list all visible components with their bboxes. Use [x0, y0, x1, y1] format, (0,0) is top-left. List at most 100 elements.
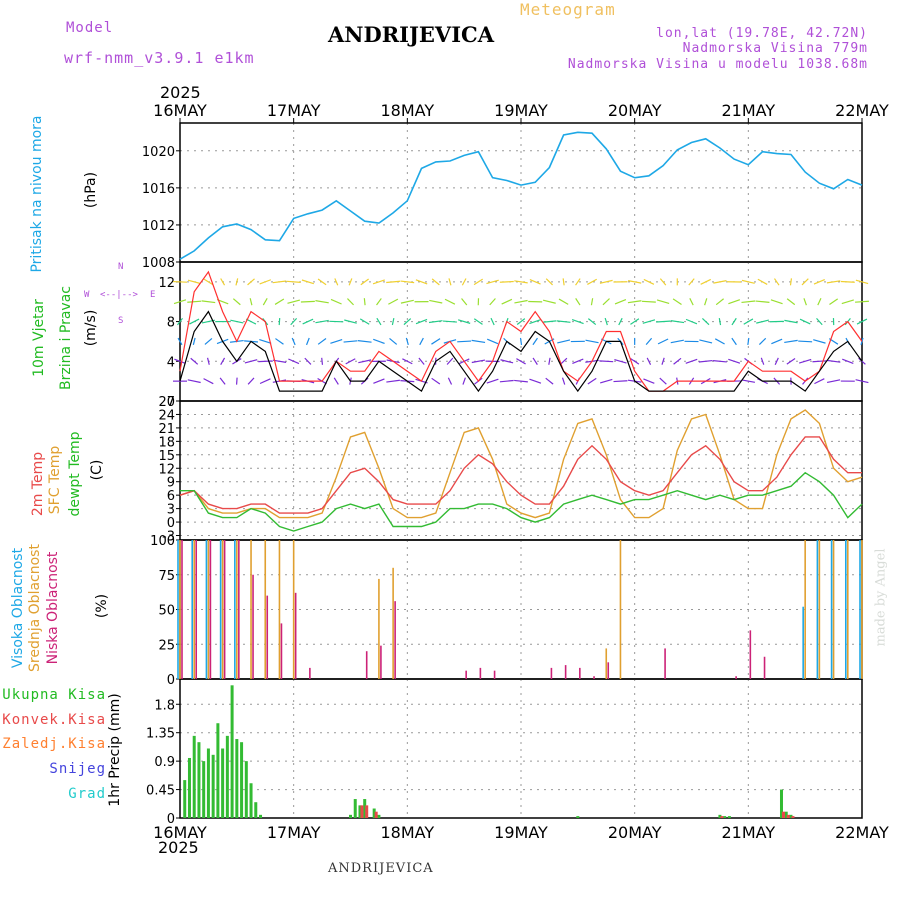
y-tick-label: 15: [158, 449, 175, 464]
wind-arrow: [789, 278, 793, 286]
wind-arrow: [661, 357, 665, 365]
wind-arrow: [471, 339, 486, 344]
wind-arrow: [673, 357, 682, 365]
wind-arrow: [259, 339, 272, 344]
wind-arrow: [747, 337, 750, 346]
precip-convective-bar: [374, 811, 378, 818]
wind-arrow: [419, 337, 424, 346]
wind-arrow: [187, 279, 201, 285]
y-tick-label: 3: [167, 503, 175, 518]
precip-total-bar: [249, 783, 253, 818]
wind-arrow: [272, 280, 287, 284]
wind-arrow: [174, 358, 186, 364]
wind-arrow: [343, 340, 358, 343]
y-tick-label: 9: [167, 476, 175, 491]
panel-frame: [179, 400, 863, 541]
wind-arrow: [826, 379, 841, 384]
wind-arrow: [571, 318, 584, 325]
dewpoint-line: [180, 471, 863, 532]
wind-arrow: [486, 338, 499, 345]
precip-total-bar: [358, 805, 362, 818]
wind-arrow: [288, 358, 300, 365]
wind-arrow: [645, 337, 653, 346]
wind-arrow: [473, 278, 484, 286]
wind-arrow: [372, 279, 385, 285]
wind-arrow: [204, 337, 213, 345]
wind-arrow: [400, 299, 414, 304]
wind-arrow: [317, 338, 327, 345]
wind-arrow: [771, 338, 783, 345]
wind-arrow: [290, 317, 298, 326]
wind-arrow: [358, 359, 372, 364]
wind-arrow: [731, 337, 737, 346]
precip-total-bar: [789, 814, 793, 818]
y-tick-label: 4: [167, 355, 175, 370]
wind-arrow: [542, 299, 556, 304]
y-tick-label: 21: [158, 422, 175, 437]
pressure-series-line: [179, 131, 863, 260]
wind-arrow: [490, 317, 495, 326]
compass-south: S: [118, 316, 124, 326]
wind-arrow: [373, 378, 385, 384]
wind-arrow: [860, 337, 864, 346]
wind-arrow: [203, 378, 214, 385]
wind-arrow: [826, 280, 841, 284]
wind-arrow: [630, 357, 640, 365]
wind-arrow: [403, 318, 412, 326]
wind-arrow: [330, 338, 343, 344]
wind-arrow: [556, 320, 571, 323]
wind-arrow: [770, 299, 783, 305]
wind-arrow: [798, 358, 812, 364]
wind-arrow: [499, 379, 514, 383]
wind-arrow: [405, 337, 409, 346]
wind-arrow: [774, 357, 779, 365]
precip-convective-bar: [791, 816, 795, 818]
precip-convective-bar: [360, 805, 364, 818]
y-tick-label: 1020: [142, 145, 175, 160]
precip-total-bar: [183, 780, 187, 818]
wind-arrow: [357, 340, 372, 343]
wind-gust-line: [179, 270, 863, 392]
wind-arrow: [302, 318, 314, 325]
wind-arrow: [220, 278, 226, 286]
x-date-label-bottom: 16MAY: [153, 823, 207, 842]
wind-arrow: [499, 280, 514, 283]
wind-arrow: [656, 320, 671, 323]
wind-arrow: [798, 340, 813, 343]
wind-arrow: [245, 318, 257, 325]
wind-arrow: [801, 278, 809, 286]
wind-arrow: [532, 357, 538, 365]
wind-arrow: [685, 318, 698, 325]
wind-arrow: [657, 338, 669, 345]
wind-arrow: [689, 298, 694, 306]
y-tick-label: 75: [158, 569, 175, 584]
wind-arrow: [304, 357, 312, 365]
precip-total-bar: [377, 814, 381, 818]
wind-arrow: [305, 337, 310, 346]
footer-station: ANDRIJEVICA: [328, 861, 434, 876]
wind-arrow: [461, 298, 468, 306]
x-date-label-bottom: 17MAY: [267, 823, 321, 842]
wind-arrow: [618, 317, 623, 326]
wind-arrow: [529, 378, 542, 384]
wind-arrow: [457, 340, 472, 343]
wind-arrow: [699, 339, 713, 344]
precip-total-bar: [240, 742, 244, 818]
wind-arrow: [855, 279, 869, 285]
meteogram-label: Meteogram: [520, 0, 616, 19]
precip-total-bar: [211, 754, 215, 818]
wind-arrow: [715, 298, 725, 306]
compass-cross-icon: <--|-->: [100, 290, 138, 300]
wind-arrow: [173, 280, 187, 283]
wind-arrow: [599, 360, 614, 363]
wind-arrow: [486, 279, 499, 285]
wind-arrow: [646, 357, 652, 365]
wind-arrow: [741, 379, 756, 383]
wind-arrow: [817, 298, 822, 306]
wind-arrow: [347, 298, 354, 306]
wind-arrow: [784, 339, 798, 344]
wind-arrow: [457, 319, 471, 324]
wind-arrow: [704, 298, 708, 306]
wind-arrow: [614, 358, 627, 364]
wind-arrow: [672, 298, 682, 306]
